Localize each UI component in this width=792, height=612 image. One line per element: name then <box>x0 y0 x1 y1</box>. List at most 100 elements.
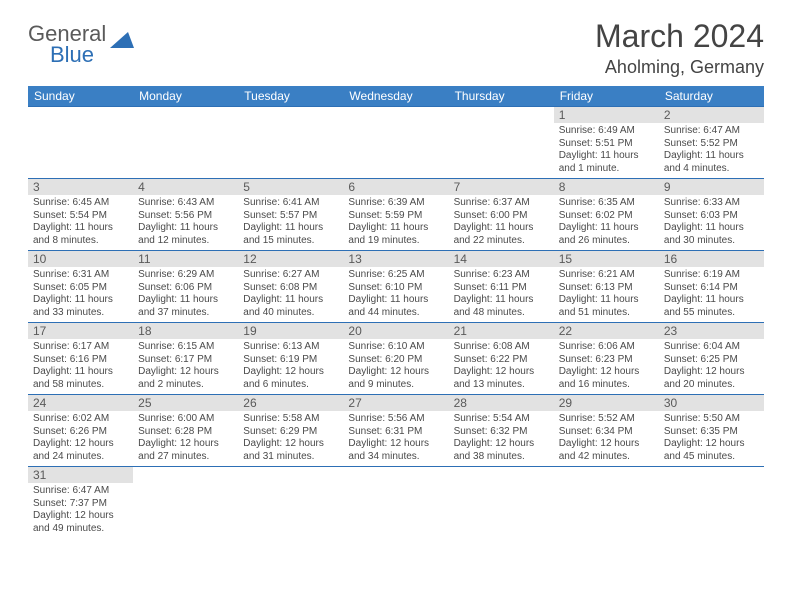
calendar-day-cell: 8Sunrise: 6:35 AMSunset: 6:02 PMDaylight… <box>554 179 659 251</box>
day-details: Sunrise: 6:37 AMSunset: 6:00 PMDaylight:… <box>449 195 554 250</box>
weekday-header: Sunday <box>28 86 133 107</box>
calendar-empty-cell <box>659 467 764 539</box>
day-number: 23 <box>659 323 764 339</box>
calendar-empty-cell <box>28 107 133 179</box>
calendar-day-cell: 7Sunrise: 6:37 AMSunset: 6:00 PMDaylight… <box>449 179 554 251</box>
day-number: 21 <box>449 323 554 339</box>
day-details: Sunrise: 6:29 AMSunset: 6:06 PMDaylight:… <box>133 267 238 322</box>
day-number: 20 <box>343 323 448 339</box>
calendar-day-cell: 14Sunrise: 6:23 AMSunset: 6:11 PMDayligh… <box>449 251 554 323</box>
calendar-week-row: 1Sunrise: 6:49 AMSunset: 5:51 PMDaylight… <box>28 107 764 179</box>
calendar-day-cell: 19Sunrise: 6:13 AMSunset: 6:19 PMDayligh… <box>238 323 343 395</box>
weekday-header: Friday <box>554 86 659 107</box>
weekday-header: Thursday <box>449 86 554 107</box>
day-number: 1 <box>554 107 659 123</box>
day-number: 18 <box>133 323 238 339</box>
calendar-day-cell: 24Sunrise: 6:02 AMSunset: 6:26 PMDayligh… <box>28 395 133 467</box>
calendar-empty-cell <box>238 107 343 179</box>
header: General Blue March 2024 Aholming, German… <box>28 18 764 78</box>
weekday-header: Tuesday <box>238 86 343 107</box>
calendar-empty-cell <box>343 107 448 179</box>
calendar-week-row: 10Sunrise: 6:31 AMSunset: 6:05 PMDayligh… <box>28 251 764 323</box>
day-number: 25 <box>133 395 238 411</box>
calendar-day-cell: 20Sunrise: 6:10 AMSunset: 6:20 PMDayligh… <box>343 323 448 395</box>
calendar-day-cell: 9Sunrise: 6:33 AMSunset: 6:03 PMDaylight… <box>659 179 764 251</box>
day-details: Sunrise: 6:04 AMSunset: 6:25 PMDaylight:… <box>659 339 764 394</box>
day-number: 19 <box>238 323 343 339</box>
day-number: 11 <box>133 251 238 267</box>
calendar-day-cell: 25Sunrise: 6:00 AMSunset: 6:28 PMDayligh… <box>133 395 238 467</box>
day-number: 22 <box>554 323 659 339</box>
day-number: 5 <box>238 179 343 195</box>
day-details: Sunrise: 6:00 AMSunset: 6:28 PMDaylight:… <box>133 411 238 466</box>
weekday-header: Saturday <box>659 86 764 107</box>
calendar-day-cell: 28Sunrise: 5:54 AMSunset: 6:32 PMDayligh… <box>449 395 554 467</box>
day-details: Sunrise: 6:23 AMSunset: 6:11 PMDaylight:… <box>449 267 554 322</box>
day-details: Sunrise: 6:47 AMSunset: 5:52 PMDaylight:… <box>659 123 764 178</box>
logo-text-blue: Blue <box>50 45 106 66</box>
day-details: Sunrise: 6:31 AMSunset: 6:05 PMDaylight:… <box>28 267 133 322</box>
day-details: Sunrise: 6:25 AMSunset: 6:10 PMDaylight:… <box>343 267 448 322</box>
logo: General Blue <box>28 24 134 66</box>
calendar-day-cell: 3Sunrise: 6:45 AMSunset: 5:54 PMDaylight… <box>28 179 133 251</box>
day-details: Sunrise: 5:58 AMSunset: 6:29 PMDaylight:… <box>238 411 343 466</box>
day-number: 17 <box>28 323 133 339</box>
weekday-header-row: SundayMondayTuesdayWednesdayThursdayFrid… <box>28 86 764 107</box>
calendar-day-cell: 29Sunrise: 5:52 AMSunset: 6:34 PMDayligh… <box>554 395 659 467</box>
day-number: 16 <box>659 251 764 267</box>
calendar-empty-cell <box>238 467 343 539</box>
day-number: 10 <box>28 251 133 267</box>
calendar-day-cell: 1Sunrise: 6:49 AMSunset: 5:51 PMDaylight… <box>554 107 659 179</box>
day-details: Sunrise: 6:13 AMSunset: 6:19 PMDaylight:… <box>238 339 343 394</box>
day-details: Sunrise: 6:19 AMSunset: 6:14 PMDaylight:… <box>659 267 764 322</box>
calendar-day-cell: 27Sunrise: 5:56 AMSunset: 6:31 PMDayligh… <box>343 395 448 467</box>
day-details: Sunrise: 6:27 AMSunset: 6:08 PMDaylight:… <box>238 267 343 322</box>
day-details: Sunrise: 6:33 AMSunset: 6:03 PMDaylight:… <box>659 195 764 250</box>
day-number: 2 <box>659 107 764 123</box>
calendar-day-cell: 26Sunrise: 5:58 AMSunset: 6:29 PMDayligh… <box>238 395 343 467</box>
calendar-empty-cell <box>343 467 448 539</box>
day-number: 7 <box>449 179 554 195</box>
calendar-week-row: 24Sunrise: 6:02 AMSunset: 6:26 PMDayligh… <box>28 395 764 467</box>
calendar-table: SundayMondayTuesdayWednesdayThursdayFrid… <box>28 86 764 539</box>
calendar-day-cell: 6Sunrise: 6:39 AMSunset: 5:59 PMDaylight… <box>343 179 448 251</box>
calendar-empty-cell <box>133 467 238 539</box>
calendar-week-row: 17Sunrise: 6:17 AMSunset: 6:16 PMDayligh… <box>28 323 764 395</box>
calendar-day-cell: 22Sunrise: 6:06 AMSunset: 6:23 PMDayligh… <box>554 323 659 395</box>
calendar-day-cell: 2Sunrise: 6:47 AMSunset: 5:52 PMDaylight… <box>659 107 764 179</box>
calendar-day-cell: 5Sunrise: 6:41 AMSunset: 5:57 PMDaylight… <box>238 179 343 251</box>
day-details: Sunrise: 6:49 AMSunset: 5:51 PMDaylight:… <box>554 123 659 178</box>
calendar-empty-cell <box>554 467 659 539</box>
weekday-header: Wednesday <box>343 86 448 107</box>
day-number: 26 <box>238 395 343 411</box>
day-details: Sunrise: 6:10 AMSunset: 6:20 PMDaylight:… <box>343 339 448 394</box>
day-number: 3 <box>28 179 133 195</box>
calendar-day-cell: 17Sunrise: 6:17 AMSunset: 6:16 PMDayligh… <box>28 323 133 395</box>
day-number: 28 <box>449 395 554 411</box>
day-details: Sunrise: 5:56 AMSunset: 6:31 PMDaylight:… <box>343 411 448 466</box>
day-details: Sunrise: 6:02 AMSunset: 6:26 PMDaylight:… <box>28 411 133 466</box>
calendar-empty-cell <box>449 467 554 539</box>
calendar-day-cell: 23Sunrise: 6:04 AMSunset: 6:25 PMDayligh… <box>659 323 764 395</box>
calendar-day-cell: 15Sunrise: 6:21 AMSunset: 6:13 PMDayligh… <box>554 251 659 323</box>
calendar-day-cell: 18Sunrise: 6:15 AMSunset: 6:17 PMDayligh… <box>133 323 238 395</box>
calendar-day-cell: 12Sunrise: 6:27 AMSunset: 6:08 PMDayligh… <box>238 251 343 323</box>
day-details: Sunrise: 6:43 AMSunset: 5:56 PMDaylight:… <box>133 195 238 250</box>
day-number: 6 <box>343 179 448 195</box>
calendar-day-cell: 4Sunrise: 6:43 AMSunset: 5:56 PMDaylight… <box>133 179 238 251</box>
weekday-header: Monday <box>133 86 238 107</box>
location: Aholming, Germany <box>595 57 764 78</box>
day-number: 9 <box>659 179 764 195</box>
day-details: Sunrise: 6:47 AMSunset: 7:37 PMDaylight:… <box>28 483 133 538</box>
day-number: 4 <box>133 179 238 195</box>
day-details: Sunrise: 5:50 AMSunset: 6:35 PMDaylight:… <box>659 411 764 466</box>
calendar-week-row: 3Sunrise: 6:45 AMSunset: 5:54 PMDaylight… <box>28 179 764 251</box>
day-number: 27 <box>343 395 448 411</box>
day-number: 15 <box>554 251 659 267</box>
day-details: Sunrise: 6:35 AMSunset: 6:02 PMDaylight:… <box>554 195 659 250</box>
day-number: 14 <box>449 251 554 267</box>
day-number: 30 <box>659 395 764 411</box>
calendar-week-row: 31Sunrise: 6:47 AMSunset: 7:37 PMDayligh… <box>28 467 764 539</box>
day-number: 29 <box>554 395 659 411</box>
day-details: Sunrise: 6:41 AMSunset: 5:57 PMDaylight:… <box>238 195 343 250</box>
